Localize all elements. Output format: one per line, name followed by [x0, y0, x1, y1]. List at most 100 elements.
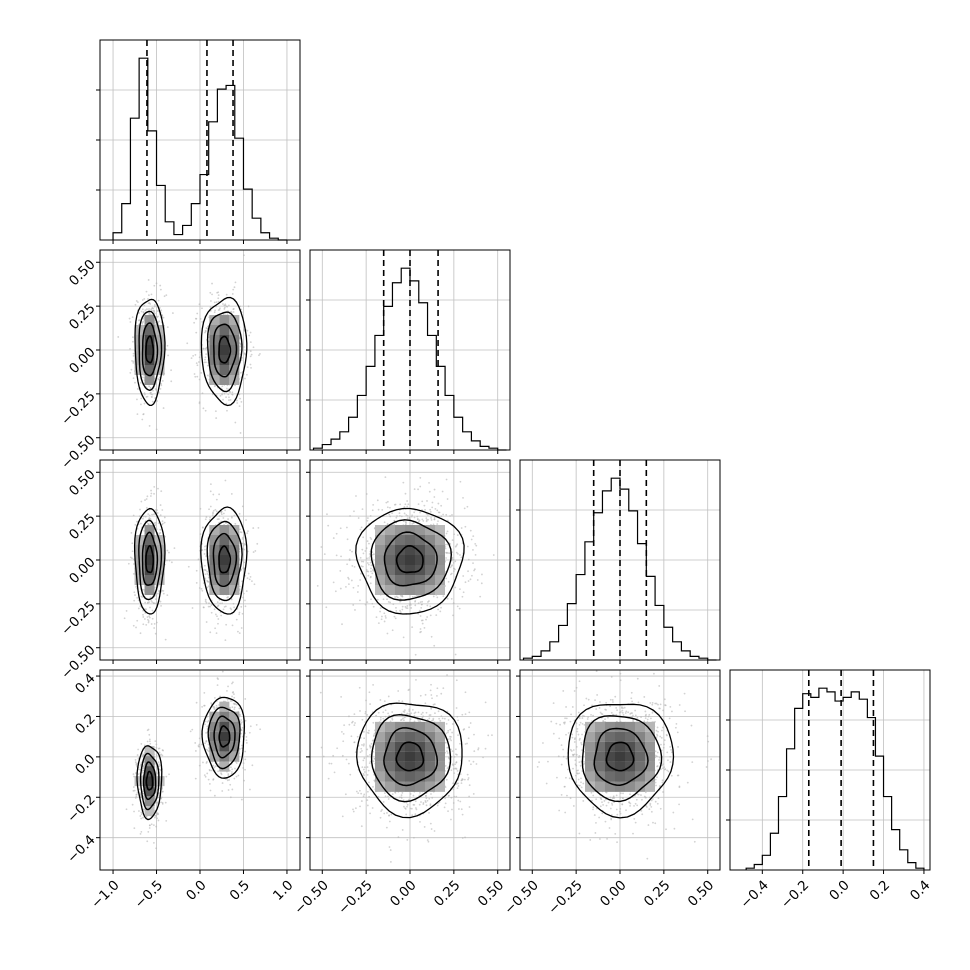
sample-point: [148, 615, 150, 618]
x-tick-label: 1.0: [270, 877, 297, 904]
sample-point: [227, 393, 230, 396]
sample-point: [359, 579, 362, 581]
sample-point: [154, 598, 157, 601]
density-cell: [144, 776, 155, 787]
sample-point: [137, 465, 139, 467]
sample-point: [198, 356, 201, 359]
sample-point: [357, 517, 360, 519]
sample-point: [222, 517, 225, 519]
sample-point: [210, 769, 213, 772]
sample-point: [213, 385, 216, 388]
sample-point: [419, 628, 422, 630]
sample-point: [372, 503, 375, 506]
sample-point: [435, 614, 438, 617]
sample-point: [194, 354, 197, 356]
sample-point: [226, 409, 228, 412]
sample-point: [224, 605, 227, 608]
sample-point: [139, 632, 142, 635]
sample-point: [150, 293, 153, 296]
sample-point: [221, 670, 224, 673]
sample-point: [410, 515, 413, 518]
sample-point: [361, 565, 364, 568]
sample-point: [153, 627, 156, 629]
sample-point: [437, 520, 439, 523]
sample-point: [138, 515, 141, 518]
sample-point: [165, 775, 168, 778]
sample-point: [141, 322, 144, 325]
sample-point: [170, 369, 173, 372]
sample-point: [166, 549, 169, 552]
sample-point: [235, 775, 238, 778]
sample-point: [199, 351, 202, 354]
sample-point: [240, 400, 243, 403]
sample-point: [231, 788, 234, 791]
sample-point: [249, 331, 252, 334]
sample-point: [163, 516, 166, 519]
sample-point: [132, 773, 135, 776]
sample-point: [247, 305, 250, 308]
sample-point: [237, 630, 239, 633]
density-cell: [154, 776, 165, 787]
sample-point: [230, 772, 233, 775]
sample-point: [149, 606, 151, 609]
sample-point: [143, 392, 146, 394]
grid-lines: [100, 670, 300, 870]
sample-point: [171, 312, 174, 314]
sample-point: [359, 528, 362, 531]
sample-point: [233, 606, 236, 609]
x-tick-label: −0.4: [737, 877, 771, 911]
sample-point: [472, 562, 474, 565]
sample-point: [140, 522, 142, 525]
sample-point: [420, 630, 422, 633]
sample-point: [155, 791, 158, 793]
sample-point: [244, 599, 246, 602]
sample-point: [458, 607, 461, 610]
sample-point: [231, 391, 234, 394]
sample-point: [258, 354, 260, 357]
sample-point: [153, 312, 156, 315]
sample-point: [227, 304, 230, 307]
sample-point: [346, 563, 349, 566]
density-cell: [415, 545, 425, 555]
sample-point: [156, 817, 158, 820]
sample-point: [474, 542, 477, 545]
density-cell: [415, 575, 425, 585]
sample-point: [136, 301, 139, 304]
sample-point: [159, 284, 162, 287]
sample-point: [245, 590, 248, 592]
contour-lines: [133, 507, 166, 615]
sample-point: [195, 331, 198, 334]
sample-point: [393, 503, 396, 506]
sample-point: [131, 340, 134, 343]
density-cell: [219, 575, 230, 585]
sample-point: [220, 511, 223, 514]
sample-point: [130, 368, 133, 371]
sample-point: [371, 807, 374, 809]
sample-point: [247, 572, 250, 575]
sample-point: [238, 632, 241, 634]
sample-point: [439, 610, 442, 613]
sample-point: [214, 309, 216, 312]
contour-level-2: [383, 531, 438, 587]
sample-point: [366, 562, 369, 564]
sample-point: [376, 598, 379, 601]
sample-point: [419, 615, 422, 617]
panel-content: [123, 479, 260, 642]
sample-point: [442, 513, 445, 516]
sample-point: [364, 550, 367, 552]
sample-point: [132, 572, 135, 575]
sample-point: [234, 767, 236, 770]
sample-point: [466, 505, 469, 508]
density-cell: [229, 575, 240, 585]
sample-point: [217, 618, 220, 620]
sample-point: [205, 516, 208, 519]
sample-point: [223, 392, 226, 395]
y-tick-label: −0.25: [58, 598, 99, 639]
sample-point: [187, 565, 190, 568]
density-cell: [229, 535, 240, 545]
density-cell: [395, 575, 405, 585]
sample-point: [234, 703, 236, 706]
sample-point: [380, 618, 383, 621]
sample-point: [369, 561, 372, 564]
y-tick-label: 0.50: [66, 257, 99, 290]
